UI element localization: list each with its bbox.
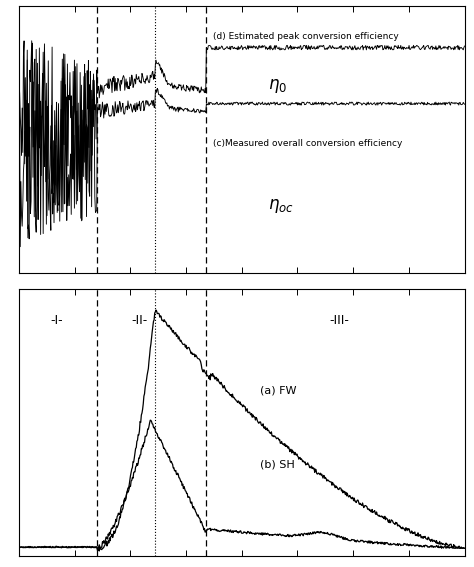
Text: (d) Estimated peak conversion efficiency: (d) Estimated peak conversion efficiency [213,32,399,41]
Text: (a) FW: (a) FW [260,385,296,395]
Text: $\eta_{oc}$: $\eta_{oc}$ [268,197,294,215]
Text: (c)Measured overall conversion efficiency: (c)Measured overall conversion efficienc… [213,139,402,148]
Text: $\eta_0$: $\eta_0$ [268,77,288,95]
Text: -I-: -I- [51,314,63,327]
Text: -II-: -II- [131,314,147,327]
Text: (b) SH: (b) SH [260,460,294,470]
Text: -III-: -III- [330,314,350,327]
